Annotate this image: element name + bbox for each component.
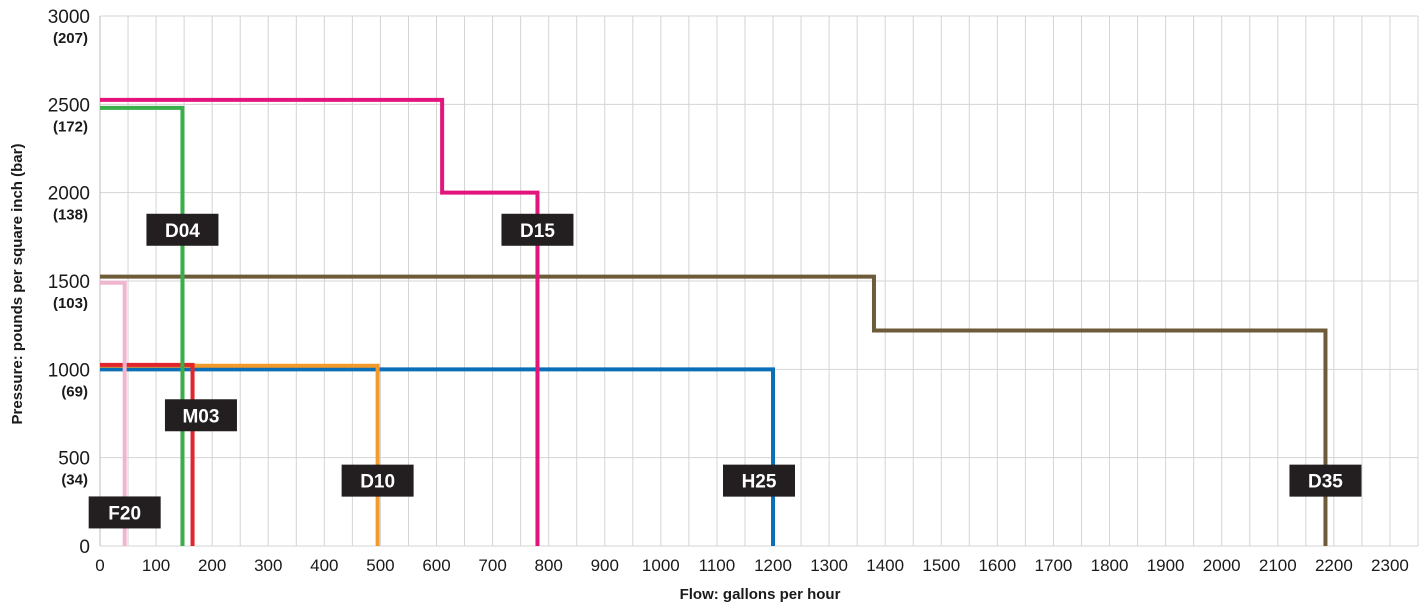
y-tick-label: 2500: [48, 95, 90, 116]
series-label-d15: D15: [520, 221, 555, 242]
series-label-box-m03: [164, 399, 237, 432]
x-tick-label: 1500: [922, 556, 960, 575]
x-tick-label: 800: [534, 556, 562, 575]
y-tick-label: 1000: [48, 360, 90, 381]
series-labels: D35 H25 D15 D10 M03 D04 F20: [88, 213, 1362, 529]
y-tick-label: 0: [79, 537, 90, 558]
x-axis-ticks: 0 100 200 300 400 500 600 700 800 900 1000 1100 1200…: [95, 556, 1409, 575]
x-tick-label: 100: [142, 556, 170, 575]
series-label-f20: F20: [108, 503, 141, 524]
x-tick-label: 600: [422, 556, 450, 575]
y-axis-ticks: 0 500 (34) 1000 (69) 1500 (103) 2000 (138) 2500 (1…: [48, 7, 90, 558]
series-line-m03: [100, 362, 195, 546]
x-tick-label: 1100: [699, 556, 736, 575]
y-tick-label: 500: [58, 449, 90, 470]
series-label-box-d35: [1289, 464, 1362, 497]
y-axis-label: Pressure: pounds per square inch (bar): [9, 144, 26, 425]
y-tick-label: 3000: [48, 7, 90, 28]
x-tick-label: 1600: [978, 556, 1016, 575]
series-label-d04: D04: [165, 221, 200, 242]
x-tick-label: 2000: [1203, 556, 1241, 575]
series-label-m03: M03: [182, 406, 219, 427]
x-tick-label: 200: [198, 556, 226, 575]
x-tick-label: 400: [310, 556, 338, 575]
x-tick-label: 500: [366, 556, 394, 575]
series-label-box-d10: [341, 464, 414, 497]
x-tick-label: 1300: [810, 556, 848, 575]
series-label-d35: D35: [1308, 472, 1343, 493]
x-tick-label: 700: [478, 556, 506, 575]
x-axis-label: Flow: gallons per hour: [680, 586, 841, 603]
y-tick-sublabel: (103): [53, 295, 88, 312]
series-label-d10: D10: [360, 472, 395, 493]
series-label-box-d04: [146, 213, 219, 246]
x-tick-label: 2100: [1259, 556, 1297, 575]
x-tick-label: 1900: [1147, 556, 1185, 575]
series-label-box-d15: [501, 213, 574, 246]
y-tick-label: 1500: [48, 272, 90, 293]
x-tick-label: 2300: [1371, 556, 1409, 575]
x-tick-label: 1800: [1091, 556, 1129, 575]
y-tick-sublabel: (34): [61, 472, 88, 489]
series-line-d04: [100, 105, 185, 546]
x-tick-label: 1000: [642, 556, 680, 575]
series-label-box-f20: [88, 496, 161, 529]
y-tick-sublabel: (207): [53, 30, 88, 47]
y-tick-sublabel: (69): [61, 383, 88, 400]
series-line-d15: [100, 97, 540, 546]
series-line-d35: [100, 274, 1328, 546]
x-tick-label: 2200: [1315, 556, 1353, 575]
y-tick-sublabel: (138): [53, 207, 88, 224]
series-lines: [100, 97, 1328, 546]
x-tick-label: 1400: [866, 556, 904, 575]
x-tick-label: 0: [95, 556, 104, 575]
x-tick-label: 1200: [754, 556, 792, 575]
x-tick-label: 1700: [1035, 556, 1073, 575]
y-tick-sublabel: (172): [53, 118, 88, 135]
series-line-f20: [100, 280, 127, 546]
y-tick-label: 2000: [48, 184, 90, 205]
series-label-box-h25: [723, 464, 795, 497]
x-tick-label: 300: [254, 556, 282, 575]
series-label-h25: H25: [742, 472, 777, 493]
x-tick-label: 900: [591, 556, 619, 575]
